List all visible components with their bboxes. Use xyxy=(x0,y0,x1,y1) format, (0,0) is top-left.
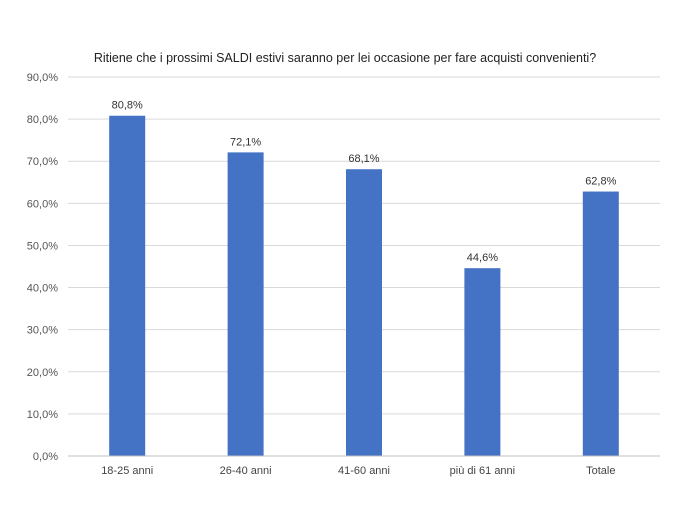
data-label: 72,1% xyxy=(230,136,261,148)
y-tick-label: 50,0% xyxy=(27,240,58,252)
y-tick-label: 0,0% xyxy=(33,451,58,463)
y-tick-label: 40,0% xyxy=(27,283,58,295)
bar xyxy=(227,152,264,456)
x-tick-label: Totale xyxy=(586,465,615,477)
x-tick-label: più di 61 anni xyxy=(450,465,515,477)
x-tick-label: 41-60 anni xyxy=(338,465,390,477)
chart-title: Ritiene che i prossimi SALDI estivi sara… xyxy=(94,51,596,65)
y-tick-label: 30,0% xyxy=(27,325,58,337)
data-label: 68,1% xyxy=(348,153,379,165)
y-tick-label: 20,0% xyxy=(27,367,58,379)
y-tick-label: 80,0% xyxy=(27,114,58,126)
bar xyxy=(582,191,619,456)
y-tick-label: 10,0% xyxy=(27,409,58,421)
bar xyxy=(464,268,501,456)
x-tick-label: 26-40 anni xyxy=(220,465,272,477)
y-tick-label: 60,0% xyxy=(27,198,58,210)
y-axis: 0,0% 10,0% 20,0% 30,0% 40,0% 50,0% 60,0% 70,0% 8… xyxy=(27,72,58,463)
y-tick-label: 70,0% xyxy=(27,156,58,168)
bar xyxy=(346,169,382,456)
data-label: 62,8% xyxy=(585,176,616,188)
data-labels: 80,8% 72,1% 68,1% 44,6% 62,8% xyxy=(112,100,617,264)
x-axis: 18-25 anni 26-40 anni 41-60 anni più di 61 … xyxy=(68,455,660,477)
data-label: 44,6% xyxy=(467,252,498,264)
bar xyxy=(109,115,146,457)
data-label: 80,8% xyxy=(112,100,143,112)
y-tick-label: 90,0% xyxy=(27,72,58,84)
x-tick-label: 18-25 anni xyxy=(101,465,153,477)
bars xyxy=(109,115,619,457)
